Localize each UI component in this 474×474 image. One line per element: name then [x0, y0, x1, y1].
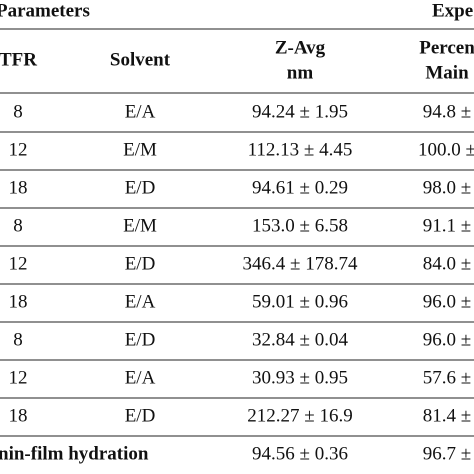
cell: 94.8 ± — [423, 101, 471, 122]
cell: 98.0 ± — [423, 177, 471, 198]
cell: 18 — [9, 291, 28, 312]
column-header: Solvent — [110, 49, 171, 70]
cell: 153.0 ± 6.58 — [252, 215, 348, 236]
cell: E/A — [125, 101, 156, 122]
cell: E/A — [125, 291, 156, 312]
cell: 8 — [13, 329, 23, 350]
cell: E/D — [125, 405, 156, 426]
cell: 112.13 ± 4.45 — [248, 139, 353, 160]
cell: 18 — [9, 177, 28, 198]
cell: 346.4 ± 178.74 — [243, 253, 358, 274]
column-header: nm — [287, 62, 314, 83]
cell: 100.0 ± — [418, 139, 474, 160]
cell: 8 — [13, 101, 23, 122]
column-header: Main — [425, 62, 469, 83]
cell: E/D — [125, 329, 156, 350]
cell: 91.1 ± — [423, 215, 471, 236]
cell: 12 — [9, 253, 28, 274]
cell: E/A — [125, 367, 156, 388]
column-header: Z-Avg — [275, 37, 326, 58]
cell: E/M — [123, 139, 157, 160]
cell: 81.4 ± — [423, 405, 471, 426]
cell: 94.24 ± 1.95 — [252, 101, 348, 122]
cell: 12 — [9, 139, 28, 160]
cell: nin-film hydration — [0, 443, 149, 464]
cell: 18 — [9, 405, 28, 426]
column-header: Percen — [419, 37, 474, 58]
cell: 12 — [9, 367, 28, 388]
cell: 96.0 ± — [423, 291, 471, 312]
cell: 8 — [13, 215, 23, 236]
cell: E/D — [125, 177, 156, 198]
column-header: TFR — [0, 49, 37, 70]
cell: 57.6 ± — [423, 367, 471, 388]
group-header: Parameters — [0, 0, 90, 21]
cell: 94.56 ± 0.36 — [252, 443, 348, 464]
cell: 30.93 ± 0.95 — [252, 367, 348, 388]
cell: 212.27 ± 16.9 — [247, 405, 352, 426]
cell: 96.7 ± — [423, 443, 471, 464]
cell: E/M — [123, 215, 157, 236]
cell: 94.61 ± 0.29 — [252, 177, 348, 198]
cell: 96.0 ± — [423, 329, 471, 350]
cell: 84.0 ± — [423, 253, 471, 274]
cell: E/D — [125, 253, 156, 274]
cell: 59.01 ± 0.96 — [252, 291, 348, 312]
group-header: Expe — [432, 0, 473, 21]
cell: 32.84 ± 0.04 — [252, 329, 348, 350]
